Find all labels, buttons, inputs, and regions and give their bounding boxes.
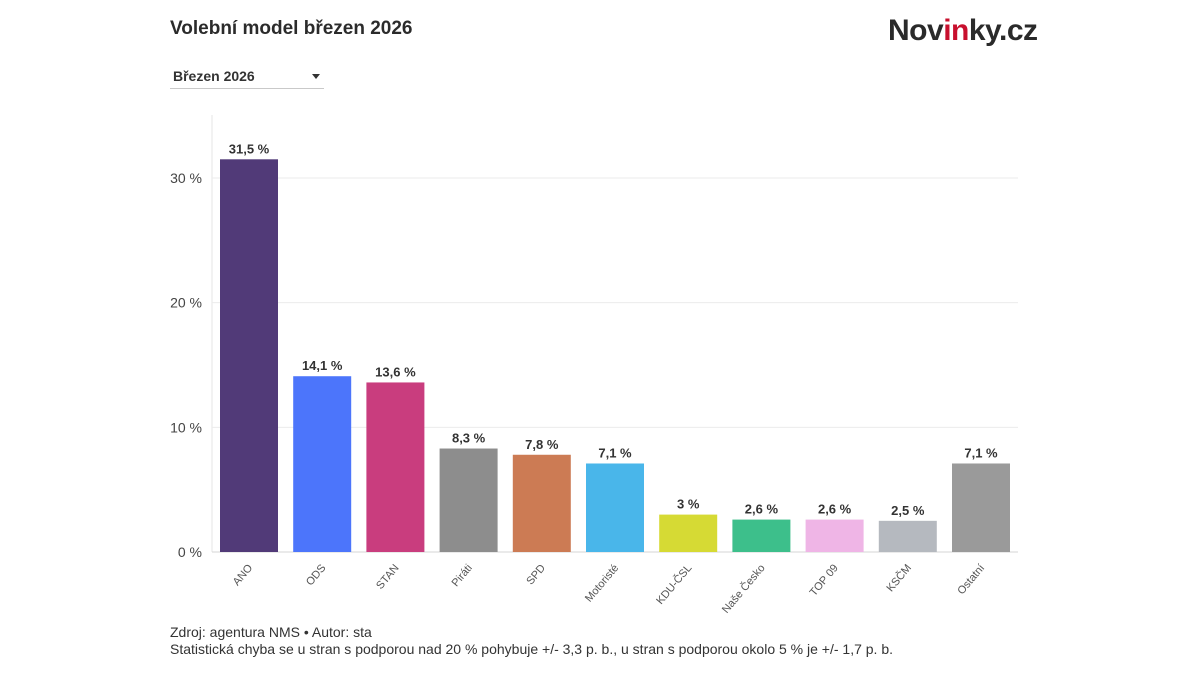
value-label: 8,3 %	[452, 431, 486, 446]
value-label: 14,1 %	[302, 358, 343, 373]
x-tick-label: ODS	[304, 562, 329, 588]
bar-motoristé[interactable]	[586, 463, 644, 552]
value-label: 2,6 %	[745, 502, 779, 517]
bar-ano[interactable]	[220, 159, 278, 553]
bar-piráti[interactable]	[439, 448, 498, 552]
value-label: 2,6 %	[818, 502, 852, 517]
bar-kdu-čsl[interactable]	[659, 514, 718, 552]
x-tick-label: SPD	[524, 562, 548, 587]
error-note: Statistická chyba se u stran s podporou …	[170, 641, 894, 657]
x-tick-label: ANO	[231, 562, 256, 588]
bar-naše-česko[interactable]	[732, 519, 791, 552]
value-label: 7,1 %	[964, 445, 998, 460]
logo-suffix: ky.cz	[968, 14, 1038, 47]
page-title: Volební model březen 2026	[170, 18, 413, 39]
x-tick-label: Piráti	[450, 562, 475, 589]
y-tick-label: 10 %	[170, 419, 202, 435]
bar-ostatní[interactable]	[952, 463, 1010, 552]
y-tick-label: 30 %	[170, 170, 202, 186]
chevron-down-icon	[312, 74, 320, 79]
y-tick-label: 20 %	[170, 295, 202, 311]
value-label: 13,6 %	[375, 364, 416, 379]
logo-accent: in	[943, 14, 969, 47]
novinky-logo[interactable]: Novinky.cz	[888, 14, 1038, 48]
logo-prefix: Nov	[888, 14, 944, 47]
month-select-value: Březen 2026	[173, 68, 255, 84]
x-tick-label: STAN	[374, 562, 402, 592]
bar-stan[interactable]	[366, 382, 425, 552]
bar-ksčm[interactable]	[878, 520, 937, 552]
value-labels: 31,5 % 14,1 % 13,6 % 8,3 % 7,8 % 7,1 % 3 % 2,6 …	[229, 141, 998, 518]
bar-ods[interactable]	[293, 376, 352, 552]
chart-footer: Zdroj: agentura NMS • Autor: sta Statist…	[170, 624, 893, 658]
x-tick-label: Ostatní	[955, 562, 987, 597]
value-label: 2,5 %	[891, 503, 925, 518]
x-tick-label: KSČM	[884, 562, 914, 595]
y-tick-label: 0 %	[178, 544, 202, 560]
x-tick-label: Naše Česko	[719, 562, 767, 616]
value-label: 3 %	[677, 497, 700, 512]
bar-spd[interactable]	[512, 454, 571, 552]
x-axis-labels: ANO ODS STAN Piráti SPD Motoristé KDU-ČSL Naše …	[231, 562, 988, 616]
bar-top-09[interactable]	[805, 519, 864, 552]
y-axis: 0 % 10 % 20 % 30 %	[170, 170, 202, 560]
x-tick-label: KDU-ČSL	[653, 562, 694, 607]
value-label: 7,1 %	[598, 445, 632, 460]
x-tick-label: Motoristé	[583, 562, 621, 604]
chart-bars	[220, 159, 1010, 553]
value-label: 31,5 %	[229, 141, 270, 156]
value-label: 7,8 %	[525, 437, 559, 452]
source-line: Zdroj: agentura NMS • Autor: sta	[170, 624, 372, 640]
x-tick-label: TOP 09	[808, 562, 841, 598]
month-select[interactable]: Březen 2026	[170, 64, 324, 89]
